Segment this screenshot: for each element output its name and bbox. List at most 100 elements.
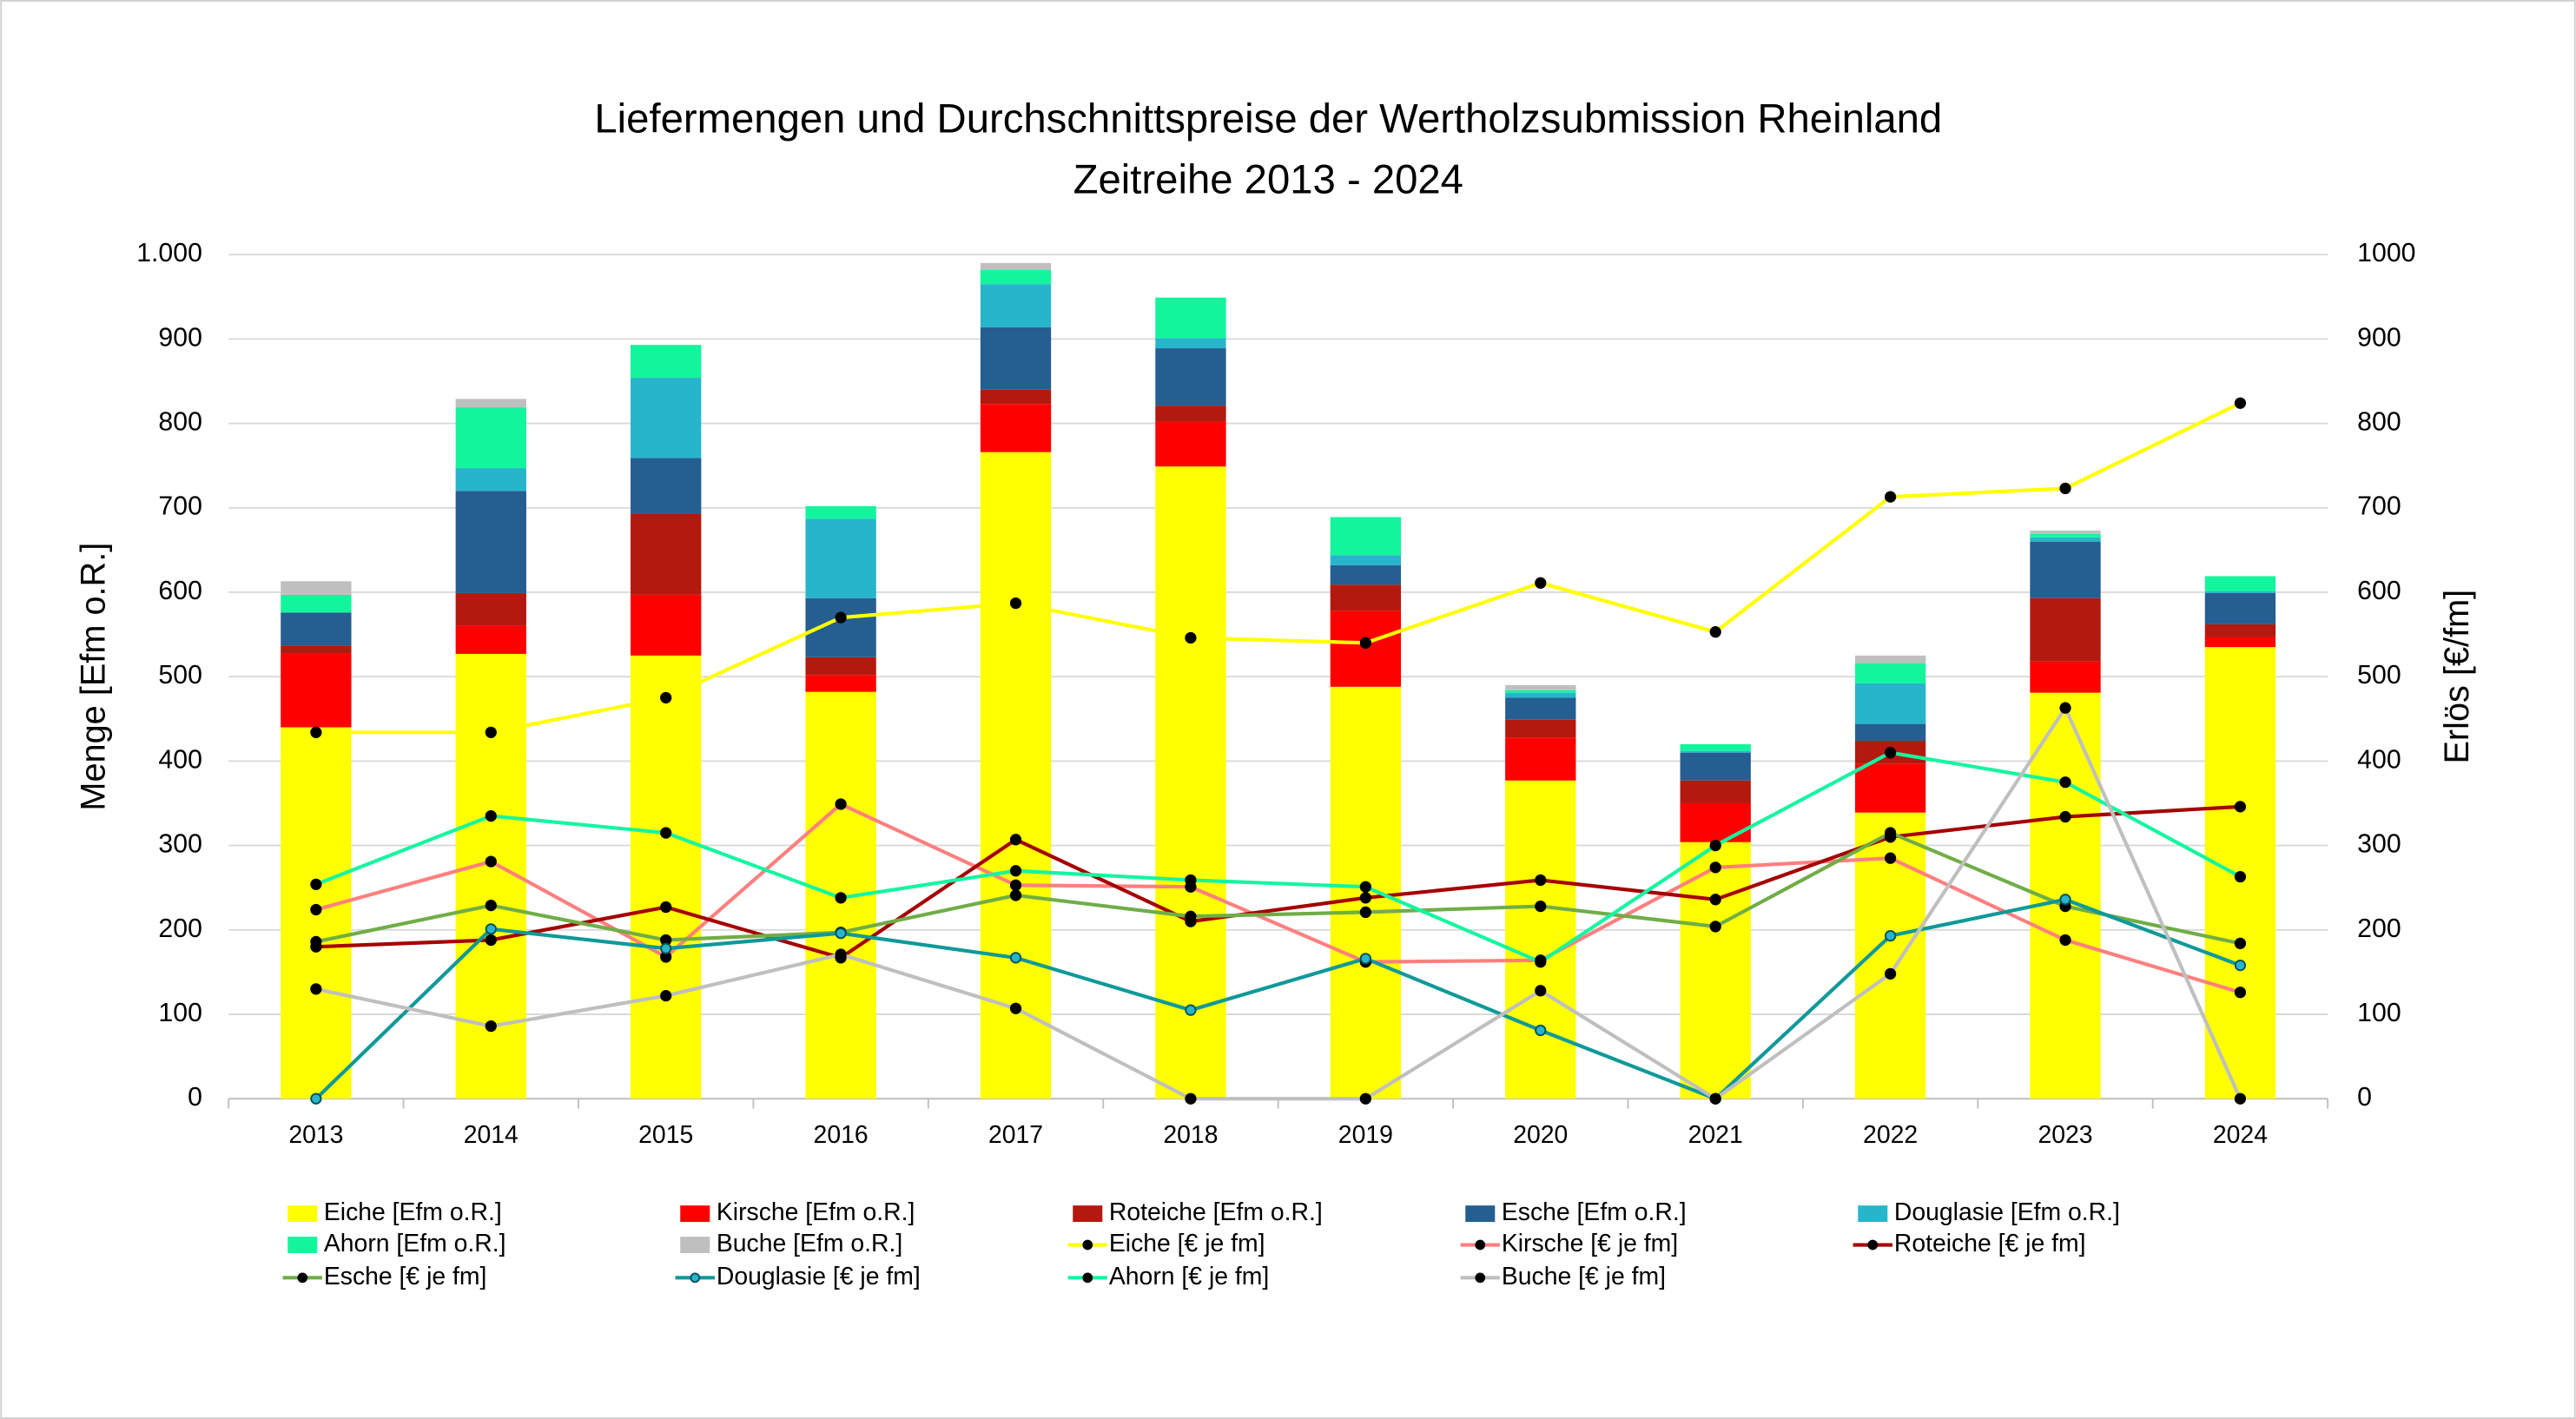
- price-marker: [835, 892, 847, 904]
- price-marker: [1009, 889, 1022, 901]
- price-marker: [1709, 839, 1721, 852]
- price-line: [315, 830, 2241, 946]
- price-marker: [1884, 491, 1897, 503]
- legend-label: Ahorn [Efm o.R.]: [324, 1230, 506, 1257]
- y-tick-label: 400: [158, 745, 201, 774]
- price-line: [315, 802, 2242, 994]
- price-marker: [485, 923, 497, 935]
- price-marker: [1884, 747, 1897, 759]
- bar-segment: [2030, 661, 2101, 693]
- legend-label: Eiche [€ je fm]: [1109, 1230, 1265, 1257]
- x-tick-label: 2018: [1163, 1121, 1218, 1149]
- bar-segment: [1330, 555, 1402, 565]
- price-marker: [485, 1020, 497, 1033]
- bar-segment: [1505, 692, 1576, 698]
- price-marker: [310, 1092, 322, 1105]
- price-marker: [1185, 910, 1197, 922]
- bar-segment: [2030, 537, 2101, 542]
- bar-segment: [805, 518, 876, 598]
- y-tick-label: 800: [158, 408, 201, 437]
- legend-label: Roteiche [€ je fm]: [1894, 1230, 2086, 1257]
- bar-segment: [281, 612, 352, 646]
- y-tick-label: 600: [158, 577, 201, 605]
- legend-swatch: [680, 1237, 710, 1253]
- price-marker: [2059, 702, 2071, 714]
- price-marker: [2059, 894, 2071, 906]
- legend-marker: [1082, 1272, 1093, 1284]
- price-marker: [1009, 865, 1022, 877]
- price-line: [315, 804, 2241, 960]
- y2-tick-label: 700: [2357, 492, 2401, 521]
- bar-segment: [805, 505, 876, 519]
- price-marker: [1884, 852, 1897, 864]
- legend-label: Eiche [Efm o.R.]: [324, 1198, 502, 1226]
- price-marker: [310, 726, 322, 738]
- bar-segment: [1330, 517, 1402, 556]
- y2-tick-label: 500: [2357, 661, 2401, 690]
- bar-segment: [631, 513, 702, 595]
- price-marker: [1709, 921, 1721, 933]
- y-axis-label: Menge [Efm o.R.]: [74, 543, 112, 811]
- legend-marker: [297, 1272, 308, 1284]
- price-marker: [1709, 1092, 1721, 1105]
- bar-segment: [980, 269, 1052, 285]
- price-marker: [835, 611, 847, 624]
- bar-segment: [1505, 697, 1576, 720]
- bar-segment: [1680, 750, 1751, 753]
- bar-segment: [631, 594, 702, 656]
- price-marker: [310, 878, 322, 890]
- bar-segment: [980, 404, 1052, 452]
- x-tick-label: 2021: [1688, 1121, 1743, 1149]
- x-tick-label: 2019: [1338, 1121, 1393, 1149]
- price-marker: [1185, 1004, 1197, 1016]
- bar-segment: [1155, 421, 1226, 467]
- legend-swatch: [287, 1205, 318, 1223]
- price-marker: [485, 726, 497, 738]
- price-marker: [485, 855, 497, 868]
- price-marker: [485, 809, 497, 822]
- bar-segment: [1854, 763, 1926, 813]
- y2-axis-label: Erlös [€/fm]: [2438, 590, 2476, 764]
- price-marker: [1709, 861, 1721, 874]
- y-tick-label: 900: [158, 323, 201, 352]
- bar-segment: [1155, 466, 1226, 1099]
- price-marker: [2059, 810, 2071, 823]
- bar-segment: [455, 399, 526, 408]
- bar-segment: [631, 655, 702, 1099]
- bar-segment: [455, 491, 526, 593]
- x-tick-label: 2020: [1513, 1121, 1568, 1149]
- price-marker: [310, 903, 322, 916]
- bar-segment: [631, 378, 702, 459]
- price-marker: [2059, 776, 2071, 789]
- price-marker: [2234, 870, 2247, 883]
- price-marker: [2059, 482, 2071, 495]
- legend-label: Buche [€ je fm]: [1502, 1263, 1666, 1290]
- bar-segment: [2204, 576, 2276, 591]
- legend-swatch: [1858, 1205, 1888, 1223]
- bar-segment: [1155, 348, 1226, 406]
- bar-segment: [281, 581, 352, 595]
- price-marker: [1359, 906, 1371, 919]
- bar-segment: [1155, 406, 1226, 422]
- bar-segment: [1505, 719, 1576, 738]
- bar-segment: [1680, 780, 1751, 803]
- price-marker: [1009, 834, 1022, 846]
- price-line: [315, 401, 2242, 735]
- x-tick-label: 2023: [2038, 1121, 2092, 1149]
- price-marker: [1884, 827, 1897, 839]
- bar-segment: [455, 468, 526, 492]
- bar-segment: [631, 345, 702, 379]
- bar-segment: [1854, 683, 1926, 724]
- bar-segment: [805, 657, 876, 676]
- bar-segment: [1680, 743, 1751, 751]
- price-marker: [660, 990, 672, 1002]
- y2-tick-label: 100: [2357, 999, 2401, 1027]
- legend-label: Douglasie [Efm o.R.]: [1894, 1198, 2120, 1226]
- legend-swatch: [1073, 1205, 1103, 1223]
- price-marker: [1185, 1092, 1197, 1105]
- price-marker: [1359, 1092, 1371, 1105]
- price-marker: [660, 691, 672, 704]
